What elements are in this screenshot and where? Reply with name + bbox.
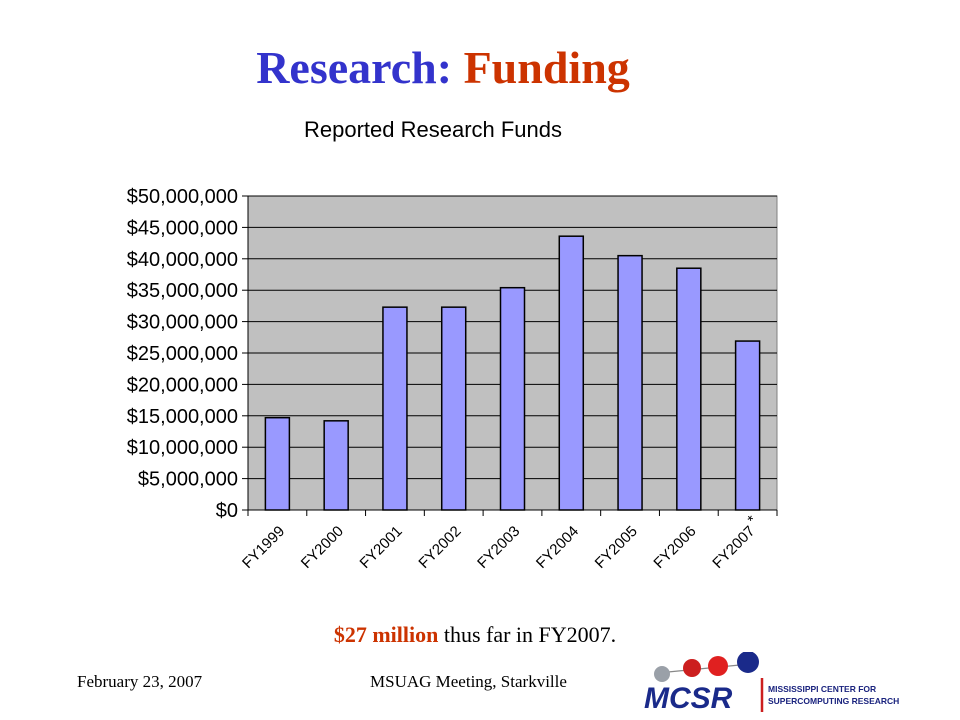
x-tick-label: FY2004: [533, 523, 582, 572]
bar-fy2003: [499, 286, 526, 511]
y-tick-label: $45,000,000: [127, 217, 238, 239]
bar-fy1999: [264, 416, 291, 511]
chart-title: Reported Research Funds: [304, 117, 562, 142]
x-tick-label: FY2003: [474, 523, 523, 572]
bar-fy2006: [676, 267, 702, 511]
logo-dot: [708, 656, 728, 676]
y-tick-label: $5,000,000: [138, 469, 238, 491]
y-tick-label: $0: [216, 500, 238, 522]
x-tick-label: FY2006: [650, 523, 699, 572]
x-tick-label: FY2000: [298, 523, 347, 572]
y-tick-label: $15,000,000: [127, 406, 238, 428]
funding-note-amount: $27 million: [333, 622, 439, 647]
x-tick-label: FY1999: [239, 523, 288, 572]
x-tick-label: FY2002: [415, 523, 464, 572]
bar-fy2000: [323, 420, 349, 511]
funding-note: $27 million thus far in FY2007.: [0, 622, 950, 648]
y-tick-label: $35,000,000: [127, 280, 238, 302]
bar-fy2004: [558, 235, 585, 511]
bar-fy2001: [382, 306, 408, 511]
y-tick-label: $20,000,000: [127, 374, 238, 396]
logo-dot: [654, 666, 670, 682]
footer-date: February 23, 2007: [77, 672, 203, 691]
logo-wordmark: MCSR: [644, 682, 733, 714]
x-tick-label: FY2005: [592, 523, 641, 572]
bar-fy2002: [440, 306, 467, 511]
x-tick-label: FY2001: [357, 523, 406, 572]
logo-dot: [737, 652, 759, 673]
y-tick-label: $50,000,000: [127, 186, 238, 208]
slide-title-part1: Research:: [256, 42, 453, 93]
bar-fy2007: [734, 340, 761, 511]
footer-meeting: MSUAG Meeting, Starkville: [370, 672, 567, 691]
bar-fy2005: [617, 254, 643, 511]
logo-dot: [683, 659, 701, 677]
slide-title-part2: Funding: [463, 42, 630, 93]
y-tick-label: $10,000,000: [127, 437, 238, 459]
x-tick-label: FY2007: [709, 523, 758, 572]
y-tick-label: $30,000,000: [127, 312, 238, 334]
y-tick-label: $25,000,000: [127, 343, 238, 365]
y-tick-label: $40,000,000: [127, 249, 238, 271]
mcsr-logo: MCSR MISSISSIPPI CENTER FOR SUPERCOMPUTI…: [644, 652, 899, 714]
logo-line1: MISSISSIPPI CENTER FOR: [768, 684, 876, 694]
logo-line2: SUPERCOMPUTING RESEARCH: [768, 696, 899, 706]
funding-note-text: thus far in FY2007.: [438, 622, 617, 647]
slide-title: Research: Funding: [0, 38, 886, 98]
